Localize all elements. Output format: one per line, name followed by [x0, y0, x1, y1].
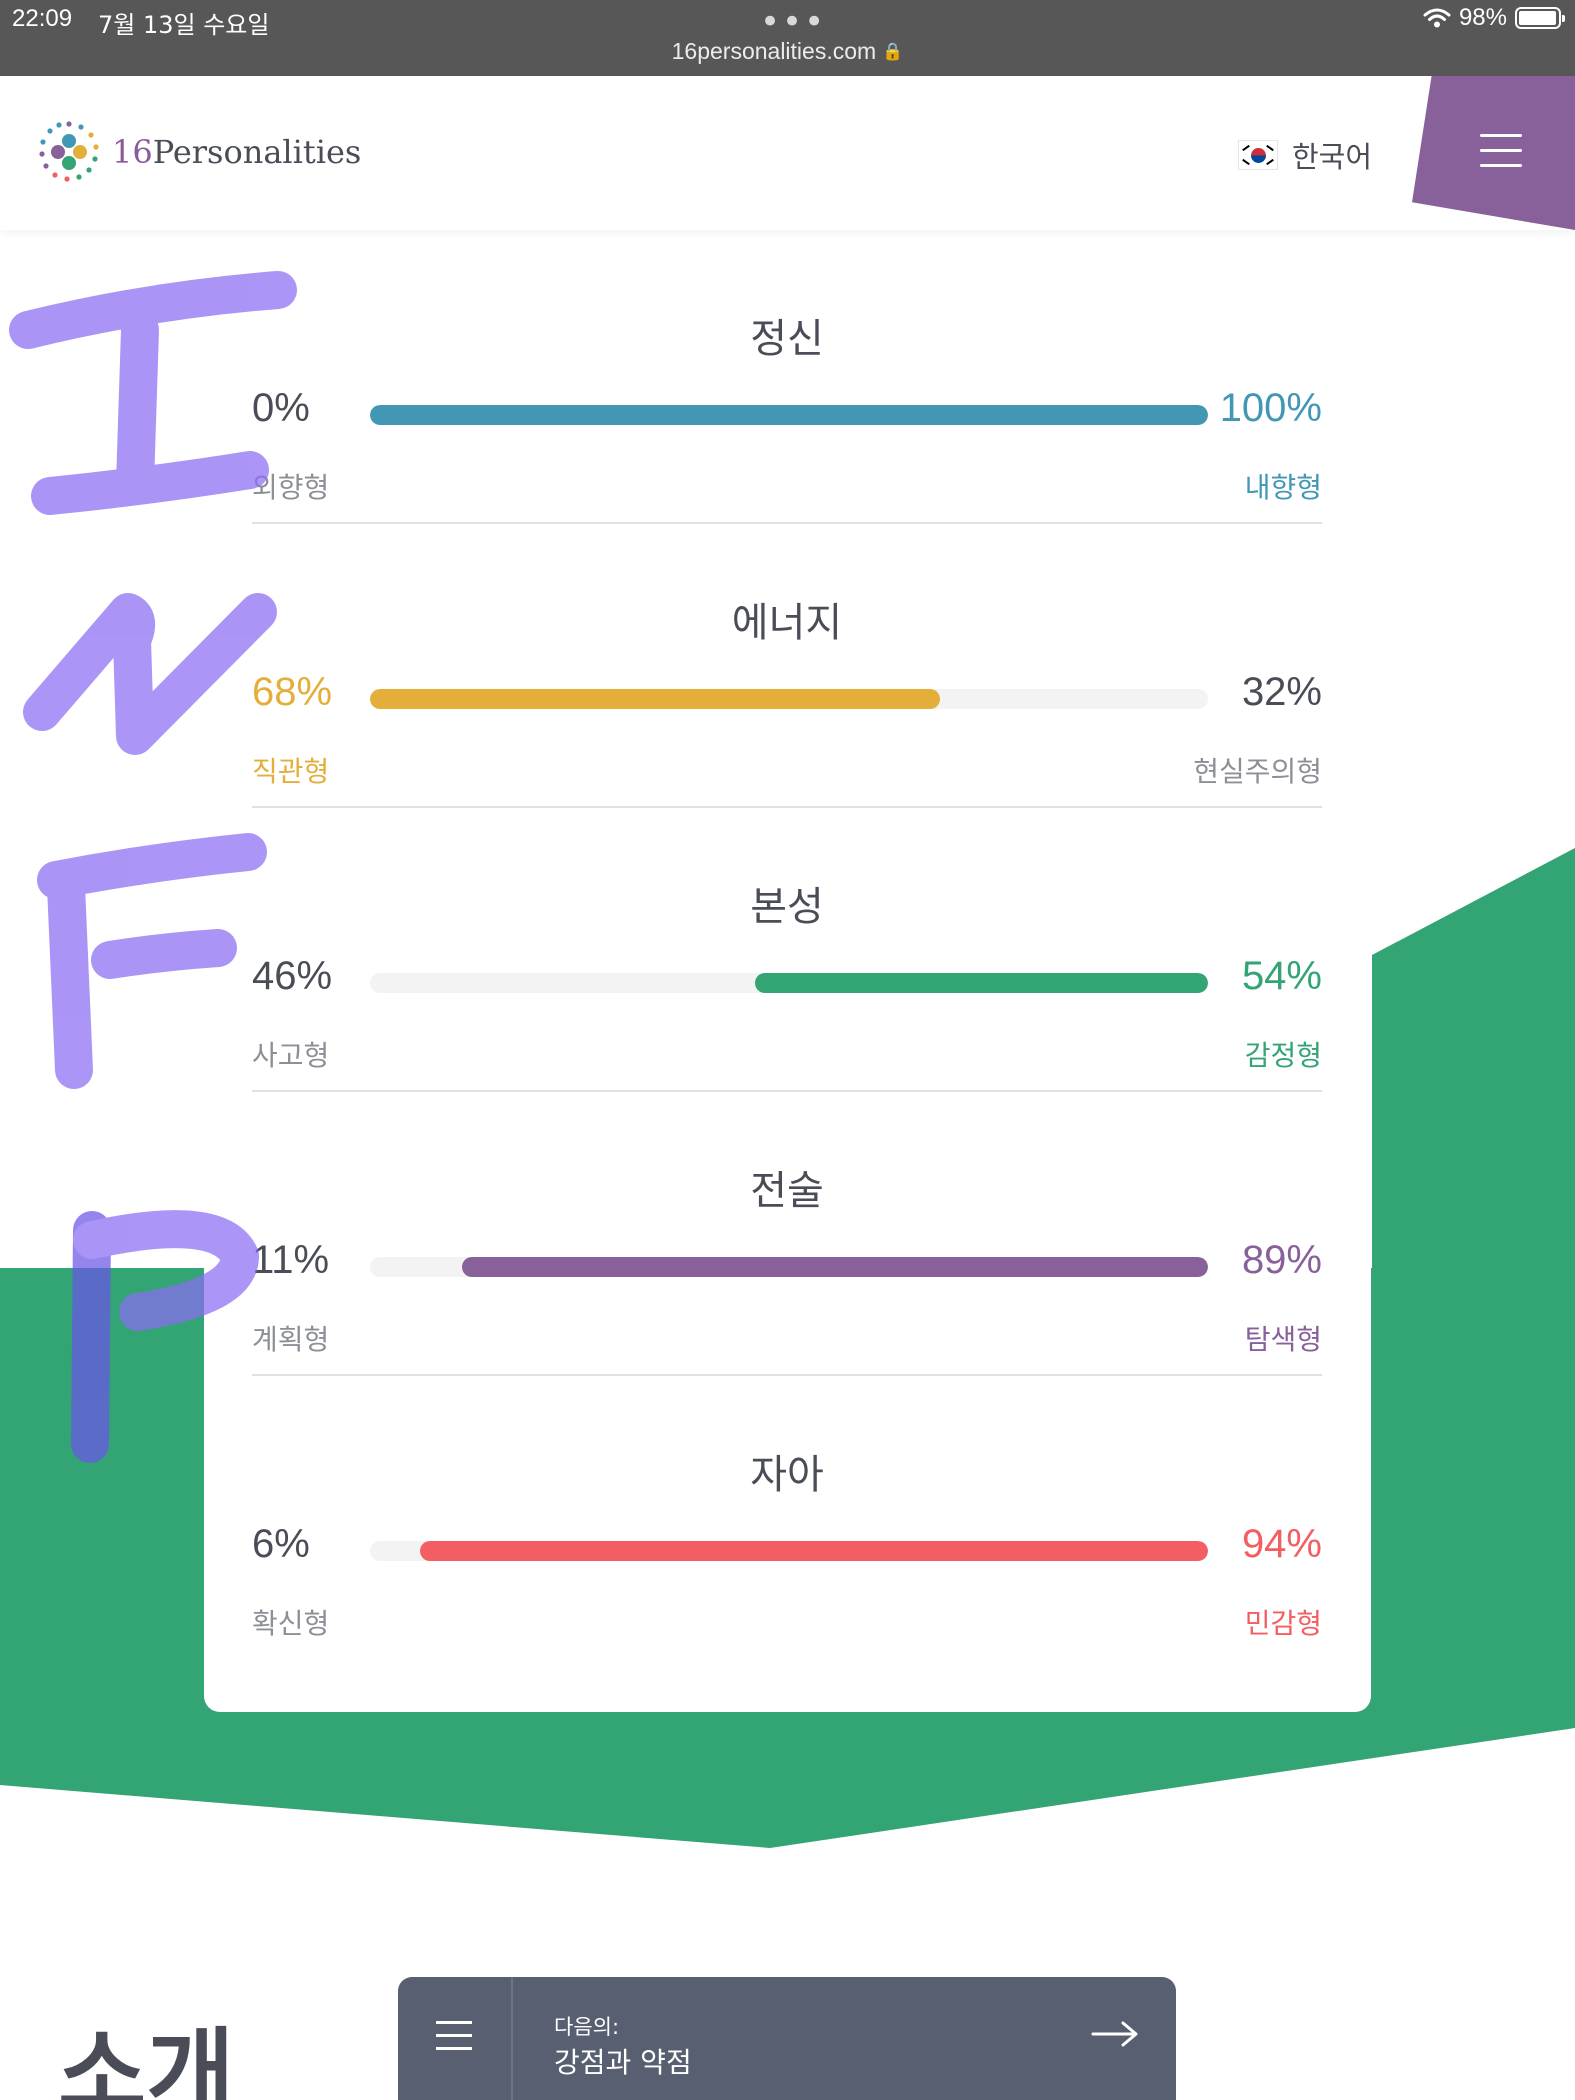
hamburger-icon [436, 2021, 472, 2060]
site-header: 16Personalities 한국어 [0, 76, 1575, 230]
hamburger-icon [1480, 134, 1522, 179]
trait-bar-fill [462, 1257, 1208, 1277]
trait-left-percent: 6% [252, 1522, 310, 1566]
battery-percent: 98% [1458, 4, 1507, 31]
menu-button[interactable] [1412, 76, 1575, 230]
trait-right-label: 내향형 [1244, 471, 1322, 504]
logo-number: 16 [112, 133, 153, 171]
logo-dots-icon [39, 121, 99, 182]
trait-left-percent: 46% [252, 954, 333, 998]
url-text: 16personalities.com [671, 38, 877, 64]
trait-bar-fill [420, 1541, 1208, 1561]
trait-left-percent: 11% [252, 1238, 330, 1282]
status-bar: 22:09 7월 13일 수요일 ••• 16personalities.com… [0, 0, 1575, 76]
traits-card: 정신 0% 100% 외향형 내향형 에너지 68% 32% 직관형 현실주의형… [204, 240, 1371, 1712]
trait-left-percent: 68% [252, 670, 333, 714]
trait-title: 전술 [750, 1168, 824, 1214]
trait-bar [370, 405, 1208, 425]
status-time: 22:09 [12, 5, 73, 32]
arrow-right-icon[interactable] [1090, 2019, 1140, 2049]
trait-bar-fill [755, 973, 1208, 993]
next-label: 다음의: [554, 2015, 620, 2039]
status-date: 7월 13일 수요일 [98, 11, 270, 39]
lock-icon: 🔒 [882, 42, 904, 61]
trait-right-label: 감정형 [1244, 1039, 1322, 1072]
trait-row: 에너지 68% 32% 직관형 현실주의형 [252, 524, 1322, 808]
section-title: 소개 [58, 2018, 235, 2100]
status-indicators: 98% [1423, 4, 1565, 32]
trait-right-label: 탐색형 [1244, 1323, 1322, 1356]
trait-right-percent: 89% [1241, 1238, 1322, 1282]
trait-title: 에너지 [731, 600, 843, 646]
battery-icon [1515, 7, 1565, 29]
trait-right-label: 민감형 [1244, 1607, 1322, 1640]
trait-bar [370, 1541, 1208, 1561]
site-logo[interactable]: 16Personalities [36, 119, 361, 185]
trait-right-percent: 54% [1241, 954, 1322, 998]
trait-row: 정신 0% 100% 외향형 내향형 [252, 240, 1322, 524]
logo-word: Personalities [152, 133, 362, 171]
trait-row: 본성 46% 54% 사고형 감정형 [252, 808, 1322, 1092]
language-label: 한국어 [1292, 140, 1373, 174]
trait-title: 본성 [750, 884, 824, 930]
trait-bar [370, 973, 1208, 993]
trait-right-percent: 100% [1219, 386, 1322, 430]
trait-left-percent: 0% [252, 386, 310, 430]
trait-left-label: 확신형 [252, 1607, 330, 1640]
trait-title: 자아 [750, 1452, 824, 1498]
trait-row: 자아 6% 94% 확신형 민감형 [252, 1376, 1322, 1660]
next-section-bar[interactable]: 다음의: 강점과 약점 [398, 1977, 1176, 2100]
trait-left-label: 직관형 [252, 755, 330, 788]
address-bar[interactable]: 16personalities.com 🔒 [0, 38, 1575, 65]
language-selector[interactable]: 한국어 [1238, 134, 1372, 176]
korea-flag-icon [1238, 140, 1278, 170]
trait-row: 전술 11% 89% 계획형 탐색형 [252, 1092, 1322, 1376]
more-dots-icon[interactable]: ••• [760, 2, 827, 42]
trait-right-label: 현실주의형 [1193, 755, 1322, 788]
trait-title: 정신 [750, 316, 824, 362]
trait-left-label: 사고형 [252, 1039, 330, 1072]
wifi-icon [1423, 8, 1451, 28]
trait-bar-fill [370, 689, 940, 709]
trait-bar [370, 1257, 1208, 1277]
section-menu-button[interactable] [398, 1977, 513, 2100]
trait-right-percent: 32% [1241, 670, 1322, 714]
trait-bar-fill [370, 405, 1208, 425]
logo-text: 16Personalities [112, 133, 361, 171]
trait-left-label: 외향형 [252, 471, 330, 504]
trait-left-label: 계획형 [252, 1323, 330, 1356]
next-section-title[interactable]: 강점과 약점 [554, 2046, 692, 2079]
trait-right-percent: 94% [1241, 1522, 1322, 1566]
trait-bar [370, 689, 1208, 709]
